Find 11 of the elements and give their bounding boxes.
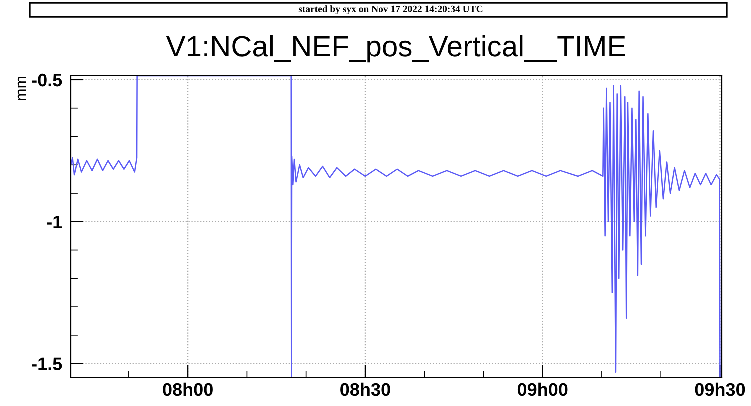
x-tick-label: 08h00 xyxy=(163,382,213,396)
y-tick-label: -0.5 xyxy=(32,74,62,87)
chart-title: V1:NCal_NEF_pos_Vertical__TIME xyxy=(166,35,626,63)
y-axis-title: mm xyxy=(18,77,26,100)
text: started by syx on Nov 17 2022 14:20:34 UTC xyxy=(298,6,483,14)
line-series xyxy=(71,76,721,378)
x-tick-label: 09h30 xyxy=(695,382,746,396)
x-tick-label: 09h00 xyxy=(518,382,568,396)
y-tick-label: -1 xyxy=(47,216,62,228)
x-tick-label: 08h30 xyxy=(340,382,390,396)
y-tick-label: -1.5 xyxy=(32,358,62,371)
